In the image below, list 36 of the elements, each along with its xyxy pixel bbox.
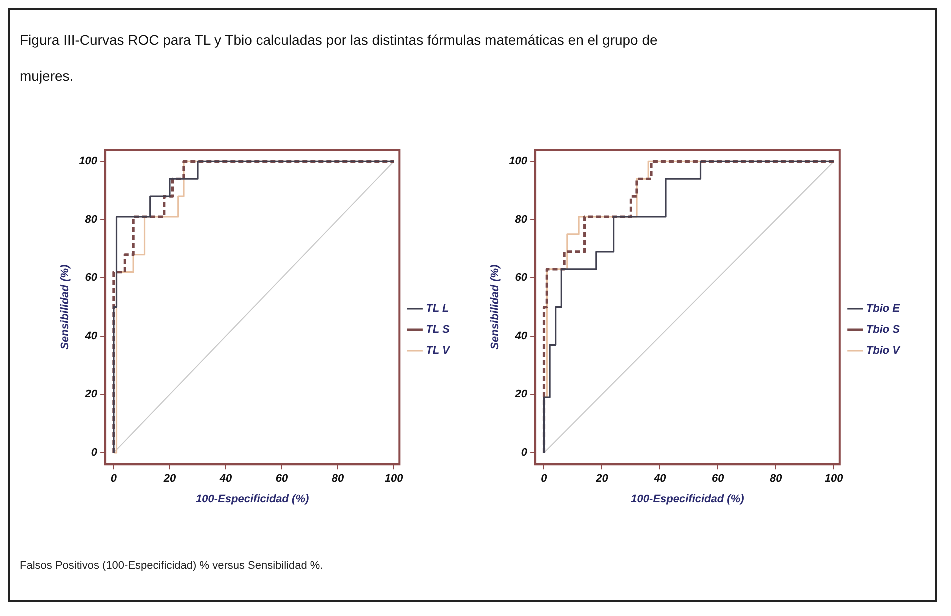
x-tick-label: 80 bbox=[332, 473, 346, 486]
legend-label: TL V bbox=[426, 345, 452, 358]
x-tick-label: 100 bbox=[384, 473, 404, 486]
y-tick-label: 0 bbox=[521, 446, 528, 459]
x-axis-title: 100-Especificidad (%) bbox=[631, 493, 745, 506]
y-tick-label: 40 bbox=[84, 330, 98, 342]
legend-label: Tbio V bbox=[866, 345, 902, 358]
y-tick-label: 60 bbox=[515, 272, 528, 284]
x-tick-label: 0 bbox=[110, 473, 118, 486]
y-tick-label: 100 bbox=[79, 156, 98, 168]
x-tick-label: 60 bbox=[276, 473, 290, 486]
y-tick-label: 60 bbox=[85, 272, 98, 284]
legend-label: Tbio E bbox=[866, 303, 901, 316]
y-tick-label: 100 bbox=[509, 156, 528, 168]
y-tick-label: 40 bbox=[514, 330, 528, 342]
x-tick-label: 0 bbox=[541, 473, 548, 486]
x-axis-title: 100-Especificidad (%) bbox=[196, 493, 310, 506]
y-tick-label: 20 bbox=[514, 388, 528, 401]
y-tick-label: 0 bbox=[91, 446, 98, 459]
legend-label: TL L bbox=[426, 303, 450, 316]
y-tick-label: 20 bbox=[84, 388, 98, 401]
y-tick-label: 80 bbox=[85, 214, 98, 226]
x-tick-label: 20 bbox=[162, 473, 177, 486]
legend-label: Tbio S bbox=[866, 324, 901, 336]
y-axis-title: Sensibilidad (%) bbox=[60, 264, 72, 350]
x-tick-label: 100 bbox=[824, 473, 844, 486]
legend-label: TL S bbox=[426, 324, 450, 336]
x-tick-label: 60 bbox=[712, 473, 726, 486]
x-tick-label: 40 bbox=[653, 473, 668, 486]
x-tick-label: 40 bbox=[218, 473, 233, 486]
y-tick-label: 80 bbox=[515, 214, 528, 226]
chart-title: Figura III-Curvas ROC para TL y Tbio calculadas por las distintas fórmulas matemáticas en el grupo de mujeres. bbox=[20, 32, 658, 84]
text: Falsos Positivos (100-Especificidad) % versus Sensibilidad %. bbox=[20, 560, 324, 572]
y-axis-title: Sensibilidad (%) bbox=[490, 264, 502, 350]
x-tick-label: 80 bbox=[770, 473, 784, 486]
x-tick-label: 20 bbox=[595, 473, 610, 486]
